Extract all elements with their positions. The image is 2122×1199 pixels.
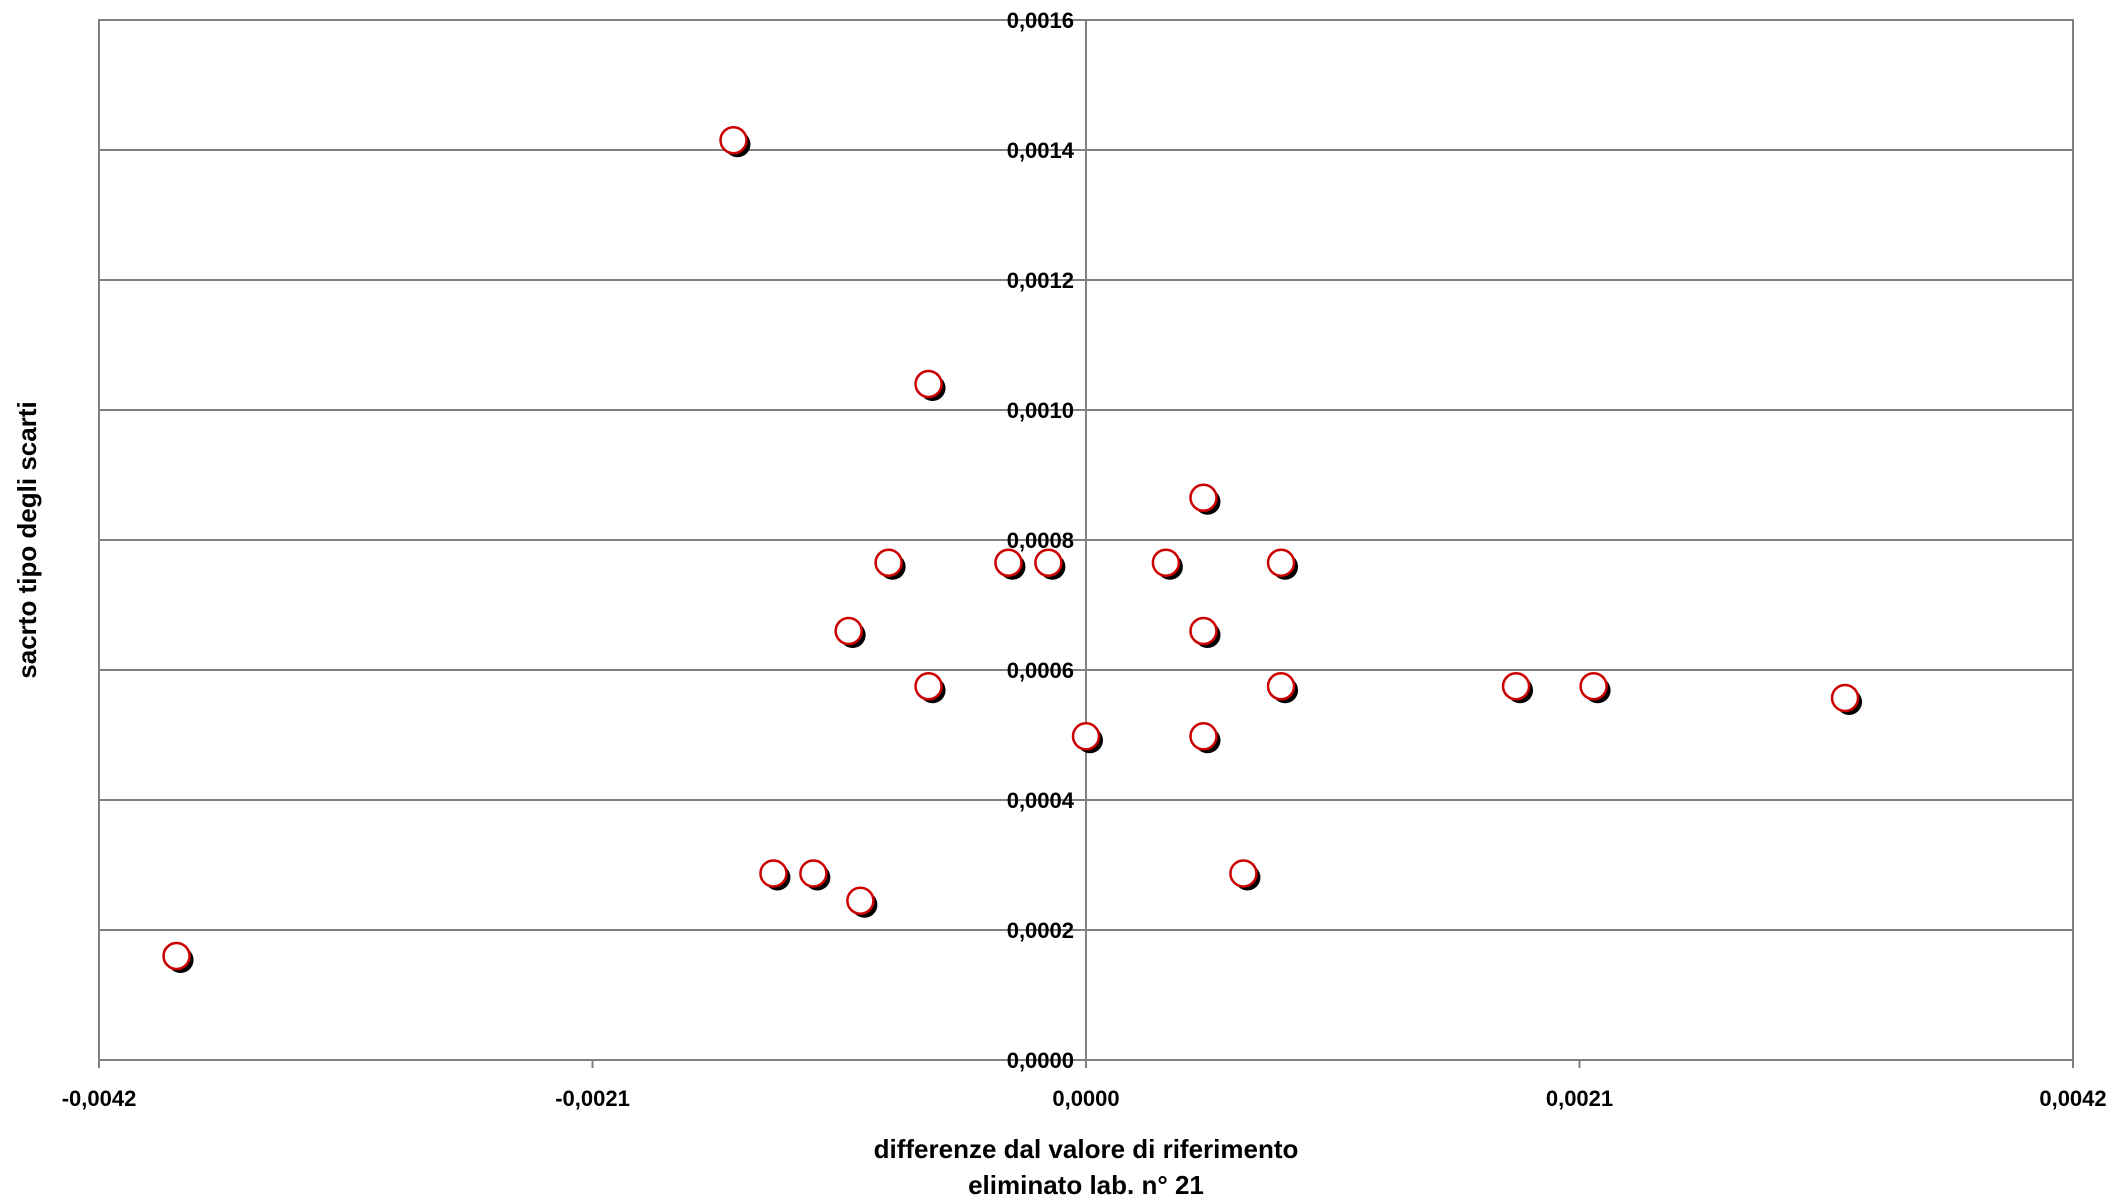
- x-tick-label: 0,0000: [1052, 1086, 1119, 1111]
- data-point: [1266, 548, 1299, 580]
- point-marker: [1266, 672, 1296, 701]
- point-marker: [834, 616, 863, 646]
- data-point: [1189, 722, 1221, 754]
- point-marker: [1034, 548, 1063, 577]
- y-tick-label: 0,0010: [1007, 398, 1074, 423]
- point-marker: [1189, 616, 1218, 646]
- point-marker: [874, 548, 903, 577]
- point-marker: [719, 126, 748, 155]
- point-marker: [1151, 548, 1181, 577]
- point-marker: [1501, 672, 1531, 701]
- y-tick-label: 0,0012: [1007, 268, 1074, 293]
- y-axis-title: sacrto tipo degli scarti: [12, 401, 42, 678]
- y-tick-labels: 0,0000 0,0002 0,0004 0,0006 0,0008 0,0010 0,00…: [1007, 8, 1075, 1073]
- data-point: [1151, 548, 1183, 580]
- data-point: [834, 616, 866, 648]
- data-point: [1830, 683, 1863, 715]
- point-marker: [1189, 722, 1218, 751]
- point-marker: [1189, 483, 1218, 512]
- data-point: [914, 369, 946, 401]
- point-marker: [846, 886, 875, 915]
- data-point: [719, 126, 751, 158]
- x-axis-title: differenze dal valore di riferimento: [874, 1134, 1299, 1164]
- y-tick-label: 0,0016: [1007, 8, 1074, 33]
- data-point: [914, 672, 946, 704]
- data-point: [1189, 483, 1221, 515]
- point-marker: [1579, 672, 1608, 701]
- x-tick-label: -0,0021: [555, 1086, 630, 1111]
- data-point: [1189, 616, 1221, 648]
- y-tick-label: 0,0002: [1007, 918, 1074, 943]
- data-point: [874, 548, 906, 580]
- y-tick-label: 0,0014: [1007, 138, 1075, 163]
- data-point: [759, 859, 791, 891]
- axes: [98, 19, 2074, 1068]
- data-point: [1266, 672, 1299, 704]
- x-tick-labels: -0,0042 -0,0021 0,0000 0,0021 0,0042: [62, 1086, 2107, 1111]
- point-marker: [994, 548, 1023, 577]
- y-tick-label: 0,0004: [1007, 788, 1075, 813]
- data-point: [1579, 672, 1611, 704]
- y-tick-label: 0,0008: [1007, 528, 1074, 553]
- data-point: [799, 859, 831, 891]
- point-marker: [162, 941, 191, 971]
- data-point: [162, 941, 194, 973]
- x-tick-label: 0,0021: [1546, 1086, 1613, 1111]
- point-marker: [1266, 548, 1296, 577]
- data-point: [1071, 722, 1103, 754]
- data-point: [1034, 548, 1066, 580]
- point-marker: [1071, 722, 1101, 751]
- data-points: [162, 126, 1863, 973]
- data-point: [994, 548, 1026, 580]
- x-tick-label: 0,0042: [2039, 1086, 2106, 1111]
- data-point: [846, 886, 878, 918]
- point-marker: [914, 672, 943, 701]
- x-tick-label: -0,0042: [62, 1086, 137, 1111]
- data-point: [1229, 859, 1261, 891]
- point-marker: [1229, 859, 1258, 888]
- point-marker: [799, 859, 828, 888]
- x-axis-title-line2: eliminato lab. n° 21: [968, 1170, 1204, 1199]
- data-point: [1501, 672, 1534, 704]
- point-marker: [1830, 683, 1860, 713]
- y-tick-label: 0,0000: [1007, 1048, 1074, 1073]
- point-marker: [759, 859, 788, 888]
- point-marker: [914, 369, 943, 399]
- y-tick-label: 0,0006: [1007, 658, 1074, 683]
